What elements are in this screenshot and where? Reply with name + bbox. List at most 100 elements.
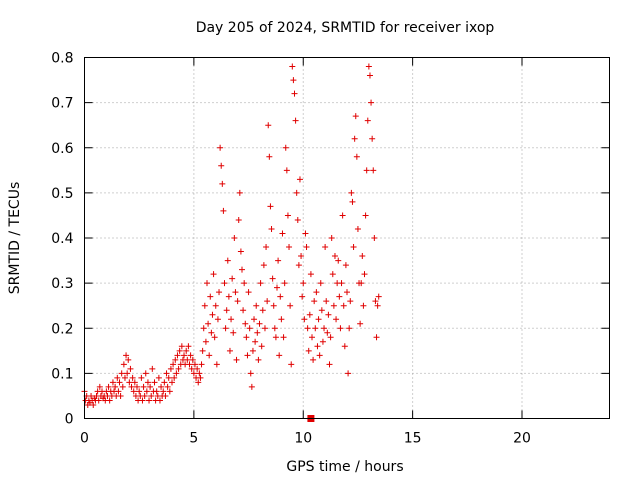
data-point xyxy=(305,347,312,354)
data-point xyxy=(170,361,177,368)
data-point xyxy=(247,370,254,377)
data-point xyxy=(358,280,365,287)
plot-frame xyxy=(84,57,610,419)
data-point xyxy=(239,266,245,273)
data-point xyxy=(237,248,244,255)
data-point xyxy=(151,379,158,386)
data-point xyxy=(186,361,193,368)
data-point xyxy=(138,374,145,381)
data-point xyxy=(125,356,132,363)
data-point xyxy=(260,262,267,269)
data-point xyxy=(156,397,163,404)
data-point xyxy=(293,189,300,196)
data-point xyxy=(224,257,231,264)
y-tick-label: 0 xyxy=(65,412,74,428)
data-point xyxy=(128,383,135,390)
data-point xyxy=(210,271,217,278)
data-point xyxy=(349,198,356,205)
data-point xyxy=(347,298,354,305)
data-point xyxy=(163,370,170,377)
data-points xyxy=(81,63,382,422)
data-point xyxy=(366,72,373,79)
data-point xyxy=(194,365,201,372)
data-point xyxy=(326,361,333,368)
data-point xyxy=(371,235,378,241)
data-point xyxy=(292,117,299,124)
data-point xyxy=(286,244,293,251)
data-point xyxy=(148,392,155,399)
data-point xyxy=(327,334,334,341)
data-point xyxy=(303,244,310,251)
data-point xyxy=(243,334,250,341)
data-point xyxy=(276,352,283,359)
data-point xyxy=(166,388,173,395)
data-point xyxy=(130,388,137,395)
data-point xyxy=(222,325,229,332)
y-axis-label: SRMTID / TECUs xyxy=(7,182,23,295)
data-point xyxy=(354,225,361,232)
data-point xyxy=(236,189,243,196)
data-point xyxy=(372,298,379,305)
data-point xyxy=(95,397,102,404)
y-tick-label: 0.8 xyxy=(51,51,73,67)
data-point xyxy=(368,99,375,106)
data-point xyxy=(127,365,134,372)
data-point xyxy=(301,316,308,323)
data-point xyxy=(191,361,198,368)
data-point xyxy=(331,253,338,260)
data-point xyxy=(312,325,319,332)
data-point xyxy=(117,392,124,399)
data-point xyxy=(202,338,209,345)
y-tick-label: 0.2 xyxy=(51,321,73,337)
data-point xyxy=(209,311,216,318)
data-point xyxy=(142,370,149,377)
data-point xyxy=(336,293,343,300)
data-point xyxy=(360,302,367,309)
data-point xyxy=(263,244,270,251)
data-point xyxy=(155,374,162,381)
data-point xyxy=(160,388,167,395)
data-point xyxy=(217,144,224,151)
data-point xyxy=(106,397,113,404)
x-tick-label: 0 xyxy=(80,431,89,447)
y-tick-label: 0.7 xyxy=(51,96,73,112)
data-point xyxy=(244,352,251,359)
data-point xyxy=(370,167,377,174)
data-point xyxy=(143,388,150,395)
data-point xyxy=(352,113,359,120)
data-point xyxy=(375,293,382,300)
data-point xyxy=(346,325,353,332)
data-point xyxy=(188,365,195,372)
data-point xyxy=(266,153,273,160)
data-point xyxy=(141,392,148,399)
data-point xyxy=(190,370,197,377)
data-point xyxy=(234,298,241,305)
data-point xyxy=(258,343,265,350)
data-point xyxy=(214,316,221,323)
data-point xyxy=(181,352,188,359)
data-point xyxy=(185,343,192,350)
data-point xyxy=(195,379,202,386)
data-point xyxy=(340,302,347,309)
data-point xyxy=(240,307,247,314)
data-point xyxy=(206,352,213,359)
data-point xyxy=(269,275,276,282)
data-point xyxy=(201,302,208,309)
axis-ticks xyxy=(84,57,610,419)
data-point xyxy=(123,352,130,359)
data-point xyxy=(282,144,289,151)
data-point xyxy=(254,329,261,336)
data-point xyxy=(164,383,171,390)
data-point xyxy=(325,311,332,318)
data-point xyxy=(115,388,122,395)
data-point xyxy=(287,302,294,309)
data-point xyxy=(373,334,380,341)
data-point xyxy=(200,325,207,332)
data-point xyxy=(329,271,336,278)
data-point xyxy=(158,383,165,390)
data-point xyxy=(310,356,317,363)
data-point xyxy=(178,343,185,350)
data-point xyxy=(313,289,320,296)
data-point xyxy=(353,153,360,160)
chart-title: Day 205 of 2024, SRMTID for receiver ixo… xyxy=(196,20,495,36)
